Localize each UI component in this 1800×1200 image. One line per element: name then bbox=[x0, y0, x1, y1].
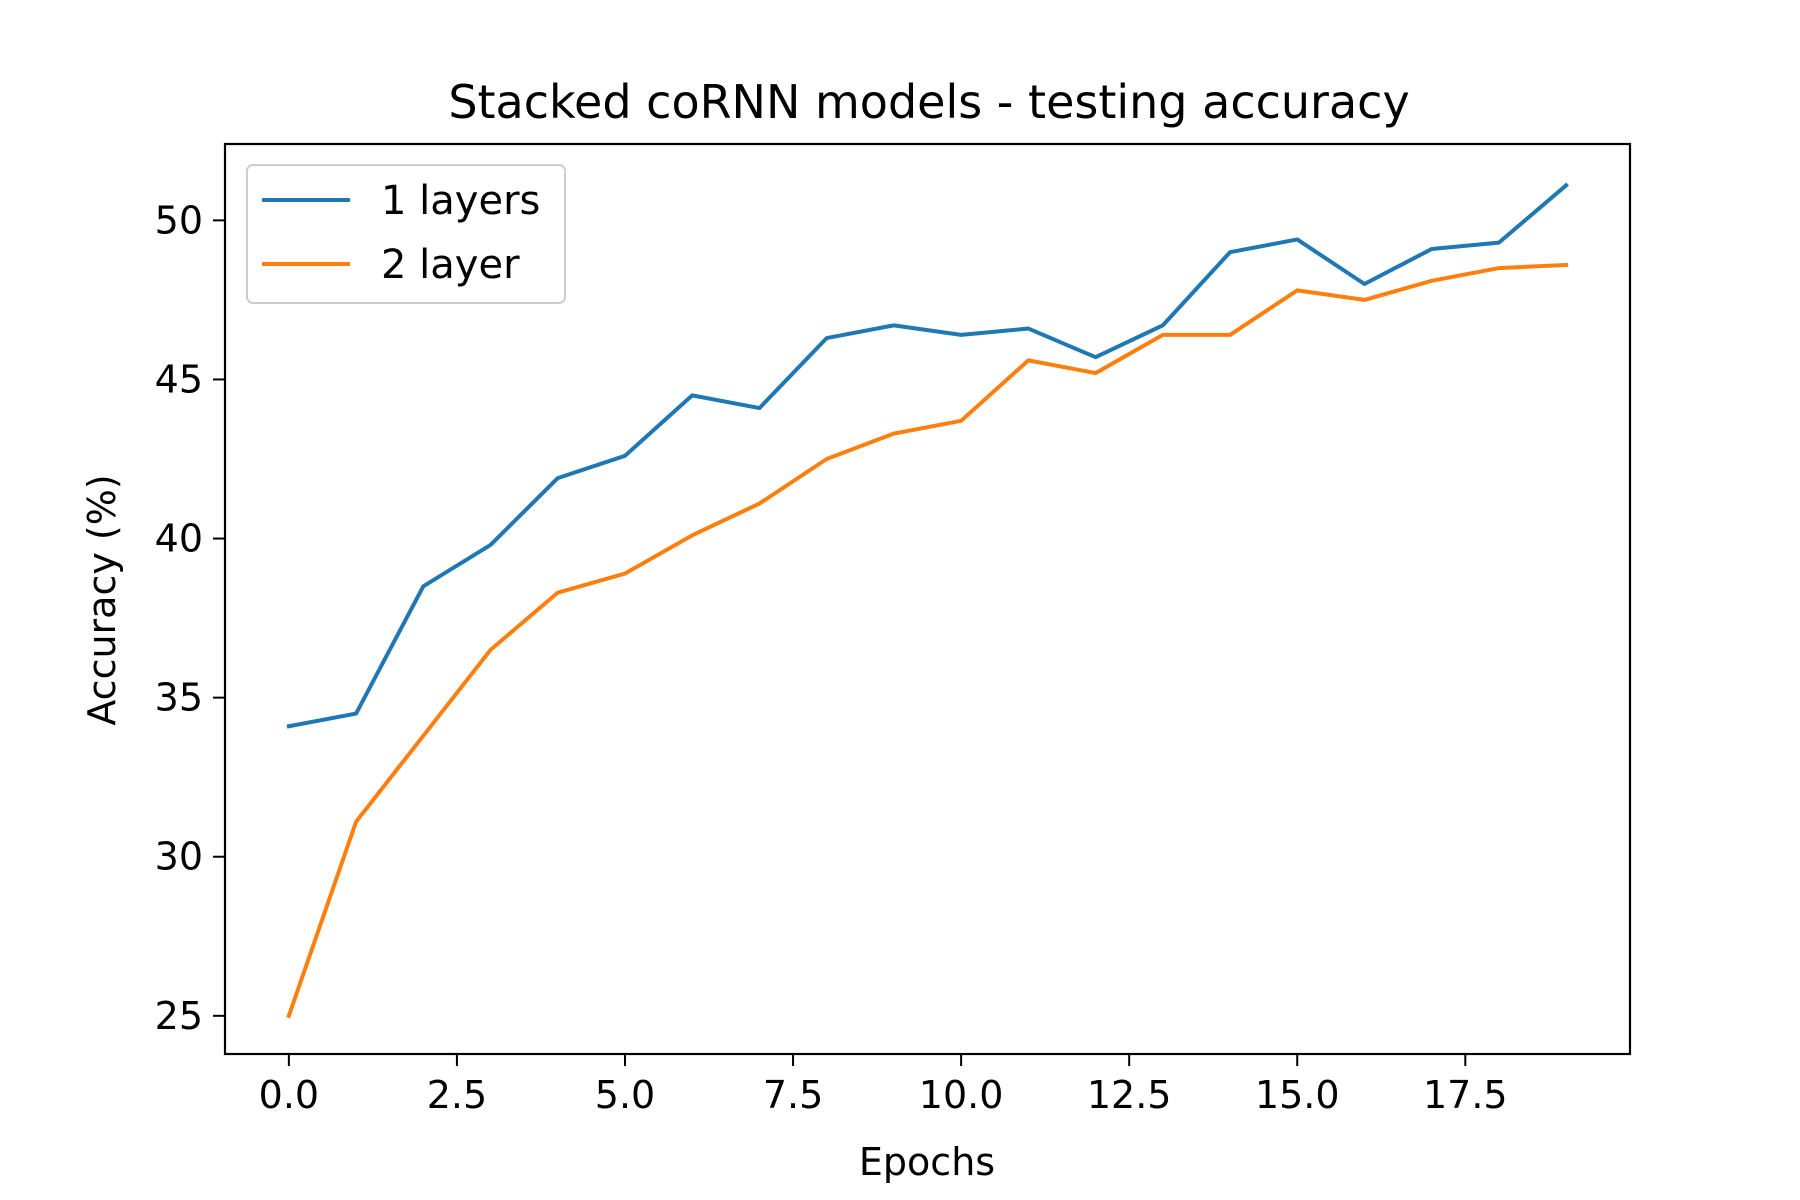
x-tick-label: 0.0 bbox=[259, 1073, 319, 1117]
y-tick-label: 50 bbox=[155, 198, 203, 242]
x-axis-label: Epochs bbox=[859, 1140, 995, 1184]
legend-label-1-layers: 1 layers bbox=[381, 178, 540, 224]
x-tick-label: 5.0 bbox=[595, 1073, 655, 1117]
legend-label-2-layer: 2 layer bbox=[381, 242, 520, 288]
legend: 1 layers 2 layer bbox=[246, 164, 566, 304]
series-line-1-layers bbox=[286, 182, 1569, 729]
y-tick-label: 30 bbox=[155, 835, 203, 879]
chart-title: Stacked coRNN models - testing accuracy bbox=[448, 75, 1409, 129]
x-tick-label: 10.0 bbox=[919, 1073, 1004, 1117]
y-tick-label: 45 bbox=[155, 357, 203, 401]
x-tick-label: 7.5 bbox=[763, 1073, 823, 1117]
series-line-2-layer bbox=[286, 262, 1569, 1019]
x-tick-label: 12.5 bbox=[1087, 1073, 1172, 1117]
x-tick-label: 17.5 bbox=[1423, 1073, 1508, 1117]
y-tick-label: 40 bbox=[155, 517, 203, 561]
y-tick-label: 25 bbox=[155, 994, 203, 1038]
series-lines bbox=[286, 182, 1569, 1019]
x-axis: 0.0 2.5 5.0 7.5 10.0 12.5 15.0 17.5 bbox=[259, 1054, 1508, 1117]
y-axis: 25 30 35 40 45 50 bbox=[155, 198, 225, 1038]
x-tick-label: 15.0 bbox=[1255, 1073, 1340, 1117]
x-tick-label: 2.5 bbox=[427, 1073, 487, 1117]
y-tick-label: 35 bbox=[155, 676, 203, 720]
y-axis-label: Accuracy (%) bbox=[80, 474, 124, 725]
